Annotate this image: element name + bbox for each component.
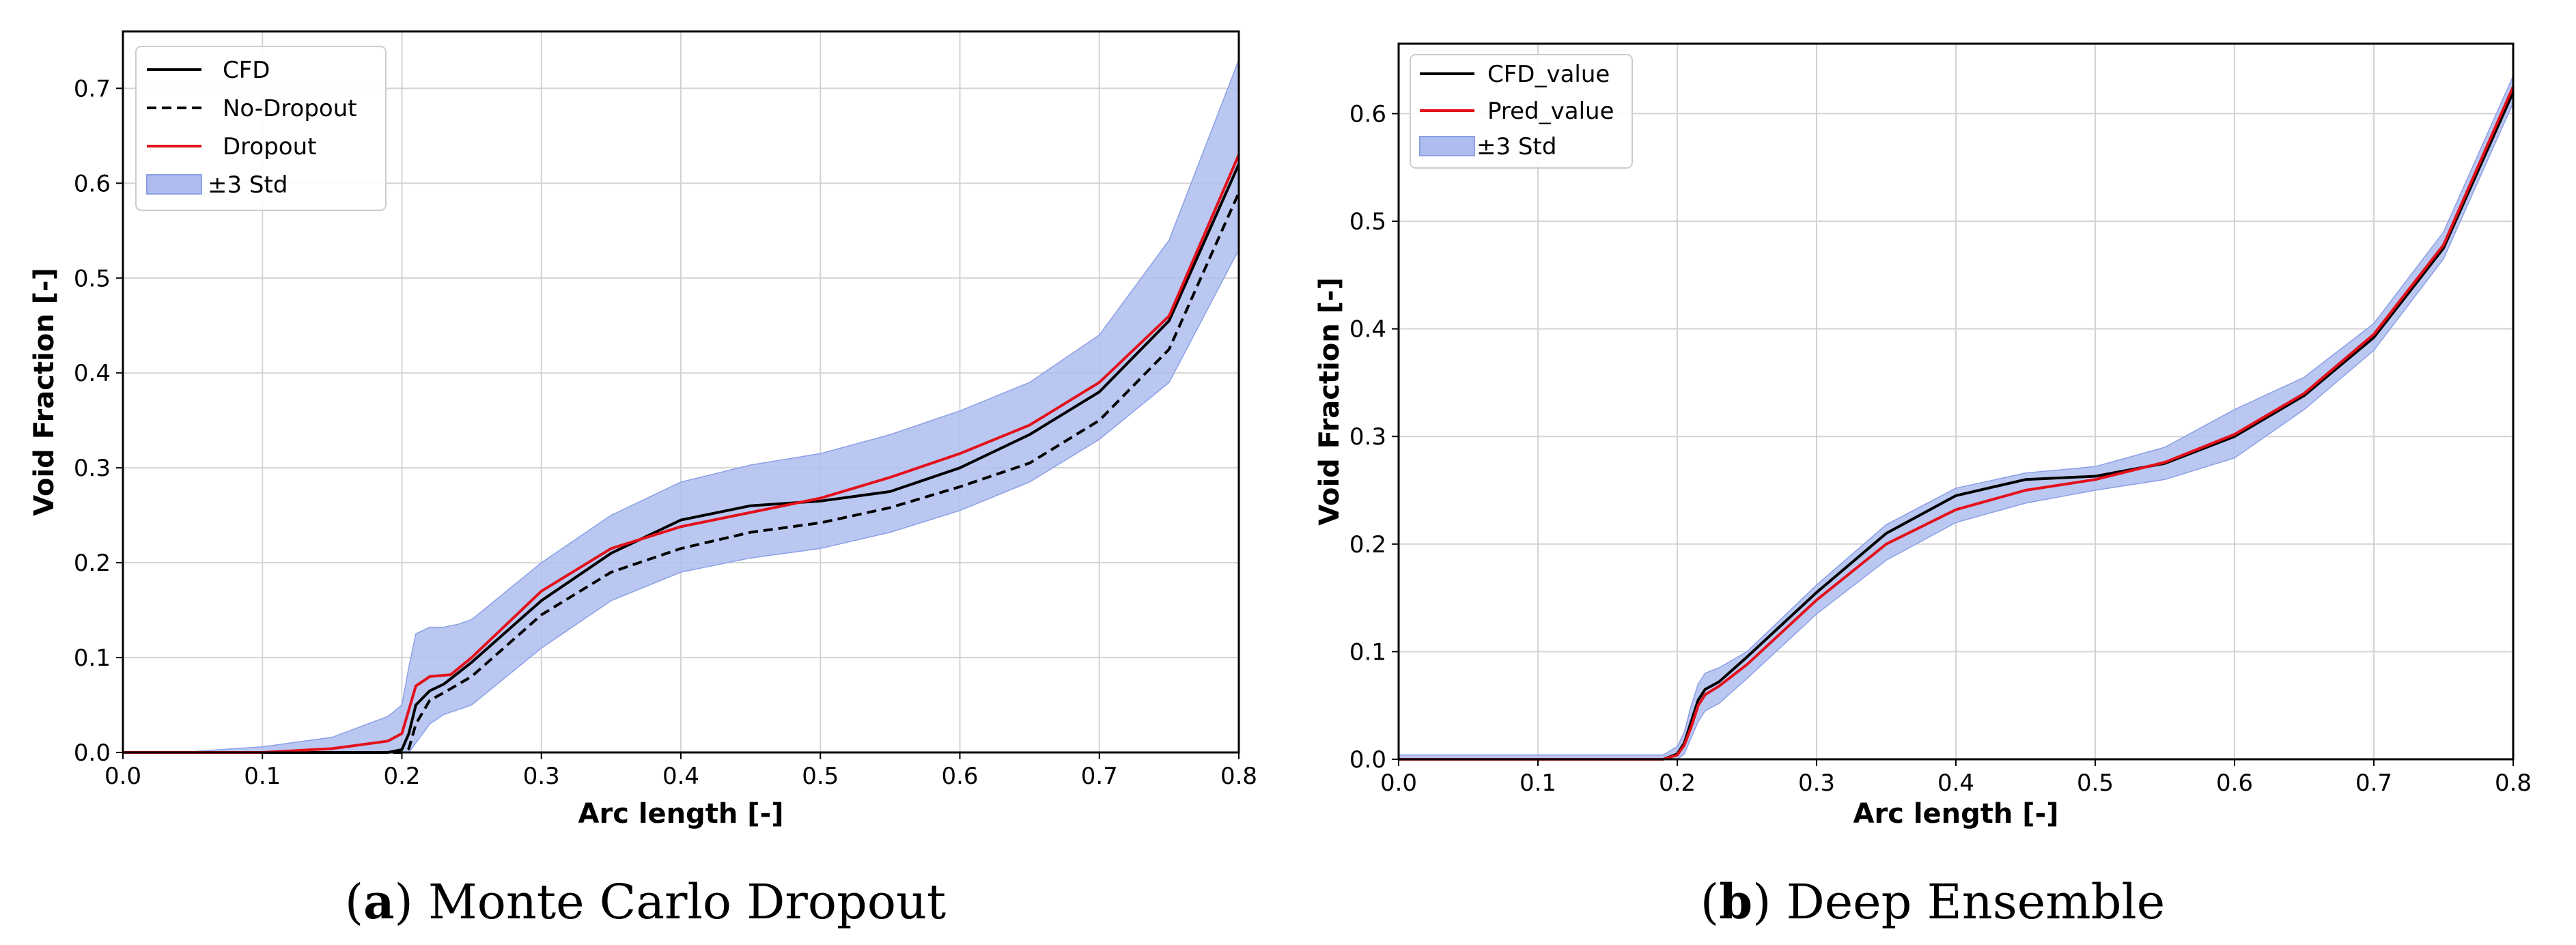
legend-label-dropout: Dropout xyxy=(223,133,316,160)
legend-label-cfd-value: CFD_value xyxy=(1487,61,1610,88)
legend-box xyxy=(135,46,387,211)
caption-b-close: ) xyxy=(1752,874,1771,930)
y-tick-label: 0.4 xyxy=(74,360,111,387)
x-tick-label: 0.6 xyxy=(2216,770,2253,797)
legend-label-pred-value: Pred_value xyxy=(1487,98,1614,125)
caption-a-close: ) xyxy=(394,874,412,930)
x-tick-label: 0.0 xyxy=(104,763,141,790)
y-tick-label: 0.5 xyxy=(1349,208,1386,236)
series-line-dropout xyxy=(123,154,1240,754)
y-tick-label: 0.3 xyxy=(1349,423,1386,451)
series-line-cfd xyxy=(123,163,1240,754)
x-tick-label: 0.5 xyxy=(802,763,839,790)
series-line-no-dropout xyxy=(123,192,1240,754)
y-tick-label: 0.1 xyxy=(1349,638,1386,666)
y-tick-label: 0.0 xyxy=(74,739,111,767)
caption-a: (a) Monte Carlo Dropout xyxy=(345,873,946,930)
x-tick-label: 0.7 xyxy=(1081,763,1118,790)
caption-a-text: Monte Carlo Dropout xyxy=(413,874,946,930)
y-tick-label: 0.0 xyxy=(1349,746,1386,774)
x-tick-label: 0.2 xyxy=(1659,770,1696,797)
y-axis-label: Void Fraction [-] xyxy=(1314,277,1345,526)
y-tick-label: 0.3 xyxy=(74,455,111,482)
x-tick-label: 0.5 xyxy=(2077,770,2114,797)
x-tick-label: 0.8 xyxy=(1220,763,1257,790)
y-tick-label: 0.1 xyxy=(74,645,111,672)
legend-label-std: ±3 Std xyxy=(208,171,288,199)
x-tick-label: 0.2 xyxy=(383,763,420,790)
series-line-pred-value xyxy=(1399,86,2515,761)
x-tick-label: 0.3 xyxy=(1798,770,1835,797)
series-lines xyxy=(1399,86,2515,761)
axis-ticks: 0.0 0.1 0.2 0.3 0.4 0.5 0.6 0.7 0.8 0.0 0.1 0.2 0.3 0… xyxy=(74,75,1257,790)
y-tick-label: 0.2 xyxy=(1349,531,1386,559)
y-tick-label: 0.6 xyxy=(74,170,111,197)
series-lines xyxy=(123,154,1240,754)
panel-monte-carlo-dropout: 0.0 0.1 0.2 0.3 0.4 0.5 0.6 0.7 0.8 0.0 0.1 0.2 0.3 0… xyxy=(29,30,1257,930)
x-tick-label: 0.4 xyxy=(1937,770,1974,797)
y-tick-label: 0.6 xyxy=(1349,100,1386,128)
caption-a-letter: a xyxy=(363,873,394,930)
panel-deep-ensemble: 0.0 0.1 0.2 0.3 0.4 0.5 0.6 0.7 0.8 0.0 0.1 0.2 0.3 0… xyxy=(1314,42,2532,930)
y-axis-label: Void Fraction [-] xyxy=(29,268,60,516)
x-tick-label: 0.3 xyxy=(523,763,560,790)
x-tick-label: 0.6 xyxy=(941,763,978,790)
legend-label-std: ±3 Std xyxy=(1476,133,1556,160)
x-tick-label: 0.4 xyxy=(662,763,699,790)
y-tick-label: 0.7 xyxy=(74,75,111,102)
caption-b-open: ( xyxy=(1700,874,1719,930)
caption-b: (b) Deep Ensemble xyxy=(1700,873,2165,930)
caption-b-text: Deep Ensemble xyxy=(1771,874,2165,930)
x-tick-label: 0.8 xyxy=(2495,770,2532,797)
x-tick-label: 0.0 xyxy=(1380,770,1417,797)
y-tick-label: 0.2 xyxy=(74,550,111,577)
legend-label-cfd: CFD xyxy=(223,57,270,84)
legend-label-no-dropout: No-Dropout xyxy=(223,95,357,122)
x-tick-label: 0.1 xyxy=(244,763,281,790)
legend: CFD_value Pred_value ±3 Std xyxy=(1410,54,1633,169)
legend: CFD No-Dropout Dropout ±3 Std xyxy=(135,46,387,211)
axis-ticks: 0.0 0.1 0.2 0.3 0.4 0.5 0.6 0.7 0.8 0.0 0.1 0.2 0.3 0… xyxy=(1349,100,2532,797)
legend-swatch-std xyxy=(146,174,202,195)
caption-b-letter: b xyxy=(1719,873,1752,930)
x-tick-label: 0.1 xyxy=(1520,770,1556,797)
legend-swatch-std xyxy=(1419,136,1475,156)
x-axis-label: Arc length [-] xyxy=(578,798,784,830)
x-tick-label: 0.7 xyxy=(2355,770,2392,797)
caption-a-open: ( xyxy=(345,874,363,930)
y-tick-label: 0.4 xyxy=(1349,316,1386,343)
y-tick-label: 0.5 xyxy=(74,265,111,292)
x-axis-label: Arc length [-] xyxy=(1853,798,2059,830)
